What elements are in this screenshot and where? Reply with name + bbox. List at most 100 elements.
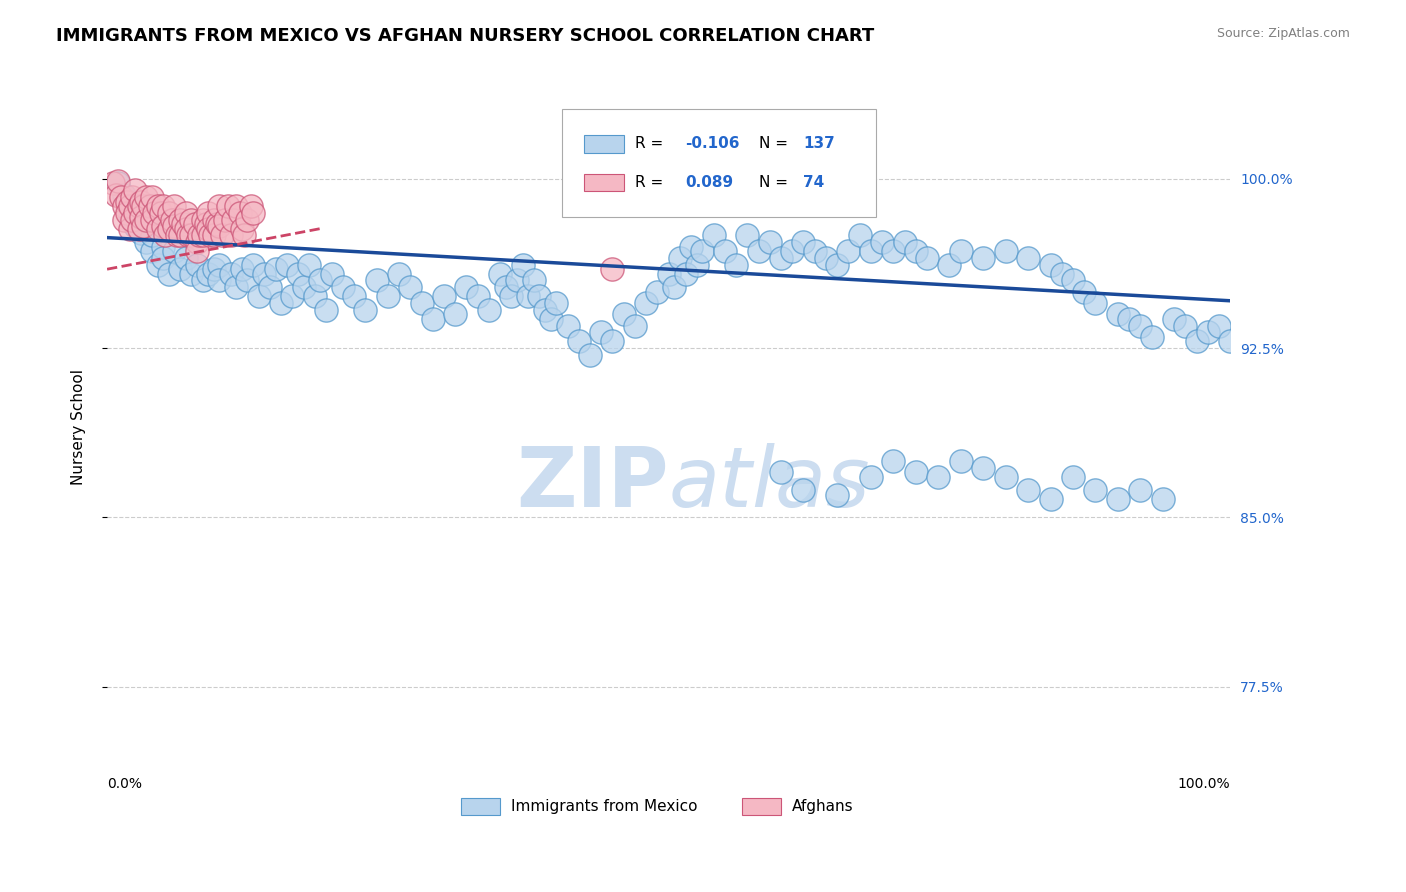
Point xyxy=(146,199,169,213)
Point xyxy=(1107,492,1129,507)
Point xyxy=(242,206,264,220)
Point xyxy=(231,221,253,235)
Point xyxy=(769,251,792,265)
Point xyxy=(205,217,228,231)
Point xyxy=(1107,307,1129,321)
Point xyxy=(377,289,399,303)
Point xyxy=(994,469,1017,483)
Point xyxy=(163,199,186,213)
Point xyxy=(489,267,512,281)
Point xyxy=(747,244,769,259)
Point xyxy=(152,199,174,213)
Point xyxy=(658,267,681,281)
Point xyxy=(825,258,848,272)
Point xyxy=(579,348,602,362)
Point xyxy=(501,289,523,303)
Point xyxy=(194,217,217,231)
Text: 137: 137 xyxy=(803,136,835,152)
Y-axis label: Nursery School: Nursery School xyxy=(72,369,86,485)
Point xyxy=(1140,330,1163,344)
Point xyxy=(495,280,517,294)
Point xyxy=(124,219,146,234)
Point xyxy=(139,199,162,213)
Point xyxy=(529,289,551,303)
Point xyxy=(523,273,546,287)
Point xyxy=(186,235,208,249)
Point xyxy=(1174,318,1197,333)
Point xyxy=(157,206,180,220)
Point xyxy=(467,289,489,303)
Point xyxy=(217,199,239,213)
Point xyxy=(172,217,194,231)
Point xyxy=(882,454,904,468)
Point xyxy=(444,307,467,321)
Point xyxy=(517,289,540,303)
Point xyxy=(129,206,152,220)
Point xyxy=(512,258,534,272)
Point xyxy=(135,212,157,227)
Point xyxy=(949,454,972,468)
Point xyxy=(780,244,803,259)
Point xyxy=(792,483,814,498)
Point xyxy=(141,244,163,259)
Point xyxy=(129,211,152,225)
Point xyxy=(253,267,276,281)
Text: Afghans: Afghans xyxy=(792,799,853,814)
Point xyxy=(1129,483,1152,498)
Text: N =: N = xyxy=(758,175,793,190)
Point xyxy=(1050,267,1073,281)
Point xyxy=(152,219,174,234)
Point xyxy=(169,228,191,243)
Point xyxy=(101,177,124,191)
Point xyxy=(124,183,146,197)
Point xyxy=(228,206,250,220)
Point xyxy=(478,302,501,317)
Point xyxy=(681,239,703,253)
Point xyxy=(177,228,200,243)
Point xyxy=(1017,483,1039,498)
Point xyxy=(1084,483,1107,498)
Point xyxy=(202,212,225,227)
Point xyxy=(242,258,264,272)
Point xyxy=(848,228,870,243)
Text: atlas: atlas xyxy=(669,442,870,524)
Point xyxy=(1163,311,1185,326)
Point xyxy=(647,285,669,299)
Point xyxy=(208,199,231,213)
Point xyxy=(399,280,422,294)
Point xyxy=(686,258,709,272)
Point xyxy=(118,221,141,235)
Point xyxy=(117,206,139,220)
Point xyxy=(825,488,848,502)
Point xyxy=(259,280,281,294)
Point xyxy=(174,251,197,265)
Point xyxy=(141,212,163,227)
Point xyxy=(1017,251,1039,265)
Point xyxy=(146,258,169,272)
Point xyxy=(972,251,994,265)
Point xyxy=(859,244,882,259)
Point xyxy=(163,244,186,259)
FancyBboxPatch shape xyxy=(585,135,624,153)
Point xyxy=(927,469,949,483)
Point xyxy=(124,206,146,220)
Point xyxy=(174,206,197,220)
Point xyxy=(1118,311,1140,326)
Point xyxy=(202,262,225,277)
Point xyxy=(568,334,591,349)
Point xyxy=(557,318,579,333)
Point xyxy=(343,289,366,303)
Point xyxy=(105,187,128,202)
Point xyxy=(155,228,177,243)
Point xyxy=(112,199,135,213)
Text: R =: R = xyxy=(636,136,668,152)
Point xyxy=(197,267,219,281)
Point xyxy=(174,221,197,235)
Point xyxy=(1039,492,1062,507)
Point xyxy=(692,244,714,259)
Point xyxy=(152,251,174,265)
Point xyxy=(540,311,562,326)
Text: N =: N = xyxy=(758,136,793,152)
Text: 74: 74 xyxy=(803,175,825,190)
Point xyxy=(714,244,737,259)
